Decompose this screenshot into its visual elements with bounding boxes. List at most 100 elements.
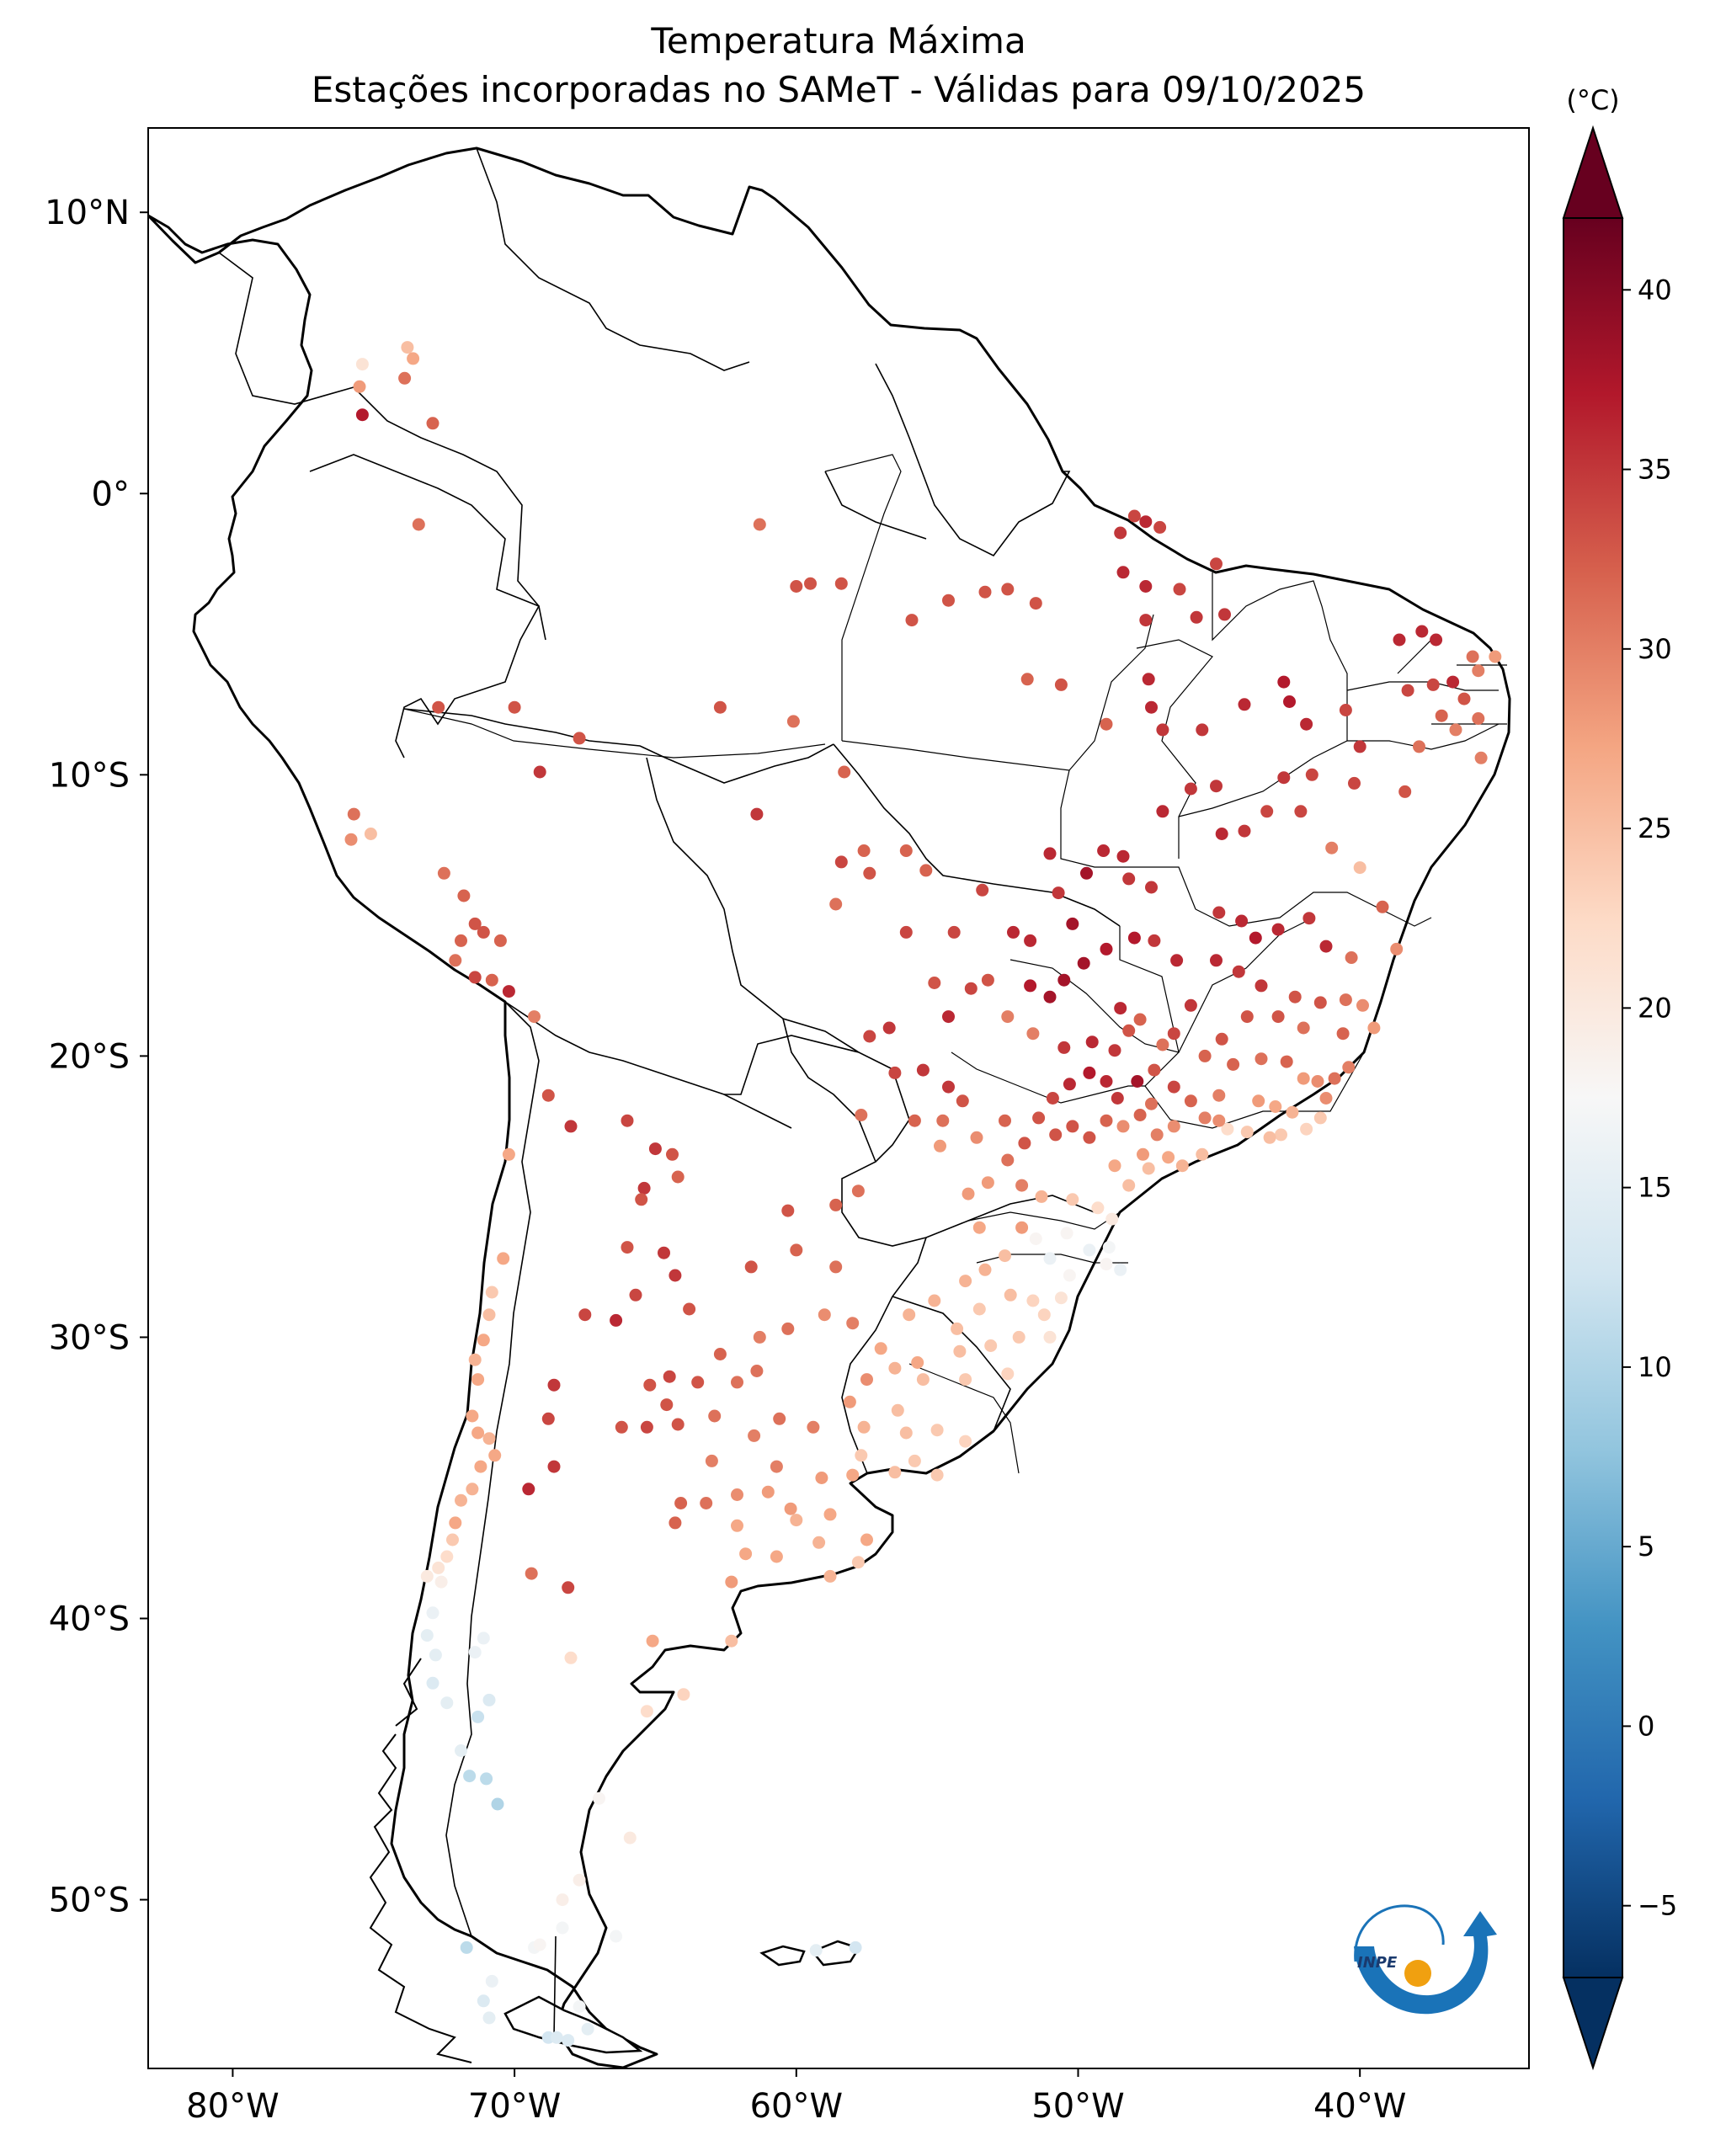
station-point — [683, 1302, 696, 1316]
station-point — [1148, 934, 1161, 947]
station-point — [1043, 1252, 1057, 1265]
station-point — [705, 1454, 718, 1467]
station-point — [1196, 723, 1209, 737]
station-point — [786, 715, 800, 728]
station-point — [1319, 940, 1333, 953]
station-point — [1198, 1111, 1212, 1125]
station-point — [1153, 520, 1167, 534]
station-point — [468, 971, 482, 984]
station-point — [928, 977, 941, 989]
station-point — [1162, 1151, 1175, 1164]
colorbar-tick-label: 40 — [1638, 274, 1672, 306]
station-point — [1311, 1075, 1324, 1088]
station-point — [1215, 1032, 1228, 1046]
station-point — [790, 580, 803, 593]
station-point — [671, 1418, 685, 1431]
station-point — [623, 1831, 637, 1845]
station-point — [838, 765, 851, 779]
station-point — [1449, 723, 1462, 737]
station-point — [899, 1426, 913, 1440]
station-point — [1026, 1294, 1040, 1307]
station-point — [731, 1519, 743, 1532]
station-point — [1339, 704, 1352, 716]
station-point — [353, 380, 366, 393]
station-point — [1137, 1147, 1149, 1161]
station-point — [731, 1376, 743, 1389]
lon-tick-label: 50°W — [1031, 2087, 1124, 2126]
station-point — [1057, 973, 1071, 987]
station-point — [1489, 650, 1502, 663]
inpe-logo: INPE — [1354, 1904, 1497, 2015]
station-point — [547, 1378, 561, 1392]
station-point — [1328, 1072, 1341, 1085]
station-point — [1007, 925, 1020, 939]
station-point — [1313, 996, 1327, 1009]
station-point — [573, 2000, 586, 2013]
station-point — [1210, 557, 1223, 571]
colorbar-unit-label: (°C) — [1566, 84, 1620, 116]
station-point — [812, 1536, 826, 1549]
station-point — [1212, 906, 1226, 919]
station-point — [610, 1930, 623, 1943]
longitude-axis: 80°W 70°W 60°W 50°W 40°W — [186, 2068, 1406, 2126]
station-point — [959, 1275, 972, 1288]
station-point — [420, 1569, 434, 1583]
lat-tick-label: 40°S — [49, 1600, 130, 1639]
station-point — [457, 889, 471, 902]
station-point — [1105, 1212, 1119, 1226]
inpe-logo-orbit — [1354, 1904, 1445, 1962]
station-point — [1127, 509, 1141, 523]
station-point — [562, 1581, 575, 1594]
station-point — [1083, 1243, 1096, 1257]
station-point — [1167, 1120, 1180, 1133]
station-point — [1114, 526, 1127, 540]
station-point — [491, 1797, 504, 1811]
station-point — [1280, 1055, 1293, 1068]
station-point — [660, 1398, 674, 1412]
station-point — [770, 1550, 783, 1563]
station-point — [1238, 824, 1251, 838]
station-point — [1286, 1105, 1299, 1119]
station-point — [508, 700, 521, 714]
station-point — [1339, 993, 1352, 1007]
station-point — [635, 1193, 648, 1206]
station-point — [916, 1063, 930, 1077]
station-point — [1100, 1075, 1113, 1088]
station-point — [829, 1198, 843, 1211]
station-point — [1353, 861, 1366, 875]
colorbar-tick-label: 30 — [1638, 633, 1672, 665]
station-point — [646, 1634, 659, 1648]
station-point — [1271, 1010, 1285, 1024]
station-point — [1313, 1111, 1327, 1125]
station-point — [578, 1308, 592, 1322]
station-point — [629, 1288, 642, 1302]
station-point — [1294, 805, 1308, 818]
station-point — [1114, 1263, 1127, 1276]
station-point — [477, 925, 490, 939]
station-point — [888, 1066, 902, 1079]
station-point — [1336, 1027, 1350, 1041]
station-point — [1037, 1308, 1051, 1322]
station-point — [640, 1705, 653, 1718]
station-point — [1300, 717, 1313, 731]
station-point — [1077, 956, 1090, 970]
station-point — [364, 828, 377, 840]
station-point — [1122, 1179, 1136, 1192]
station-point — [700, 1497, 713, 1509]
station-point — [1167, 1080, 1180, 1094]
station-point — [863, 1030, 876, 1043]
lon-tick-label: 70°W — [468, 2087, 561, 2126]
station-point — [640, 1420, 653, 1434]
station-point — [1001, 1010, 1015, 1024]
station-point — [1015, 1179, 1029, 1192]
colorbar-tick-label: 15 — [1638, 1172, 1672, 1204]
station-point — [468, 1646, 482, 1659]
station-point — [981, 1176, 994, 1190]
station-point — [1145, 700, 1158, 714]
colorbar-extend-min — [1562, 1977, 1624, 2071]
station-point — [1100, 1114, 1113, 1127]
station-point — [1083, 1066, 1096, 1079]
station-point — [420, 1629, 434, 1642]
station-point — [691, 1376, 705, 1389]
